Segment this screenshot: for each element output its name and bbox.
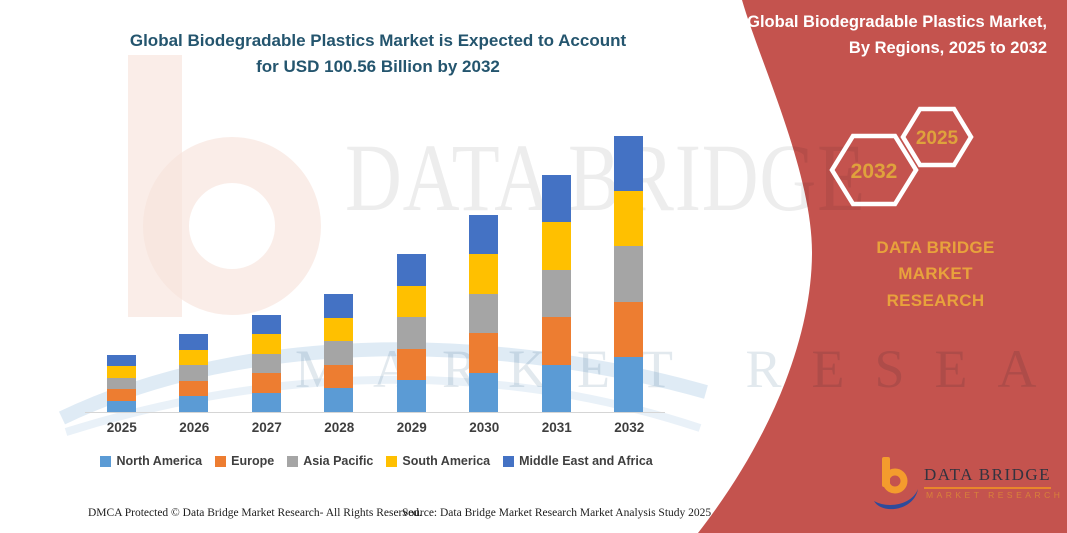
x-tick-2028: 2028 [324, 420, 355, 435]
legend-item: Asia Pacific [287, 454, 373, 468]
logo-subtitle: MARKET RESEARCH [926, 490, 1064, 500]
x-tick-2031: 2031 [541, 420, 572, 435]
bar-segment-2028 [324, 364, 354, 389]
bar-segment-2025 [106, 400, 136, 412]
bar-segment-2031 [541, 317, 571, 365]
x-tick-2032: 2032 [614, 420, 645, 435]
legend-label: North America [116, 454, 203, 468]
bar-segment-2032 [614, 246, 644, 302]
chart-title-line2: for USD 100.56 Billion by 2032 [256, 57, 500, 77]
x-tick-2027: 2027 [251, 420, 282, 435]
stacked-bar-chart: 2025 2026 2027 2028 2029 2030 2031 2032 North A… [85, 120, 665, 480]
legend-label: Europe [231, 454, 275, 468]
legend-label: Asia Pacific [303, 454, 374, 468]
bar-segment-2028 [324, 294, 354, 318]
legend-swatch [100, 455, 112, 467]
bar-segment-2032 [614, 301, 644, 357]
bar-segment-2029 [396, 285, 426, 318]
bar-2031 [541, 174, 571, 412]
legend-item: Middle East and Africa [503, 454, 653, 468]
bar-segment-2029 [396, 380, 426, 412]
bar-segment-2029 [396, 348, 426, 381]
legend-label: South America [402, 454, 491, 468]
bar-segment-2029 [396, 254, 426, 286]
bar-2026 [179, 334, 209, 412]
x-tick-2030: 2030 [469, 420, 500, 435]
legend: North America Europe Asia Pacific South Ame… [75, 454, 678, 468]
banner-heading: Global Biodegradable Plastics Market, By… [717, 9, 1047, 62]
chart-title-line1: Global Biodegradable Plastics Market is … [129, 31, 627, 50]
footer-source: Source: Data Bridge Market Research Mark… [402, 507, 712, 519]
bar-segment-2031 [541, 222, 571, 270]
legend-swatch [287, 455, 299, 467]
banner-heading-line2: By Regions, 2025 to 2032 [848, 39, 1047, 58]
brand-text: DATA BRIDGE MARKET RESEARCH [838, 235, 1033, 314]
bar-segment-2026 [179, 365, 209, 381]
bar-segment-2029 [396, 317, 426, 349]
bar-2030 [469, 214, 499, 412]
x-tick-2029: 2029 [396, 420, 427, 435]
bar-segment-2032 [614, 136, 644, 192]
bar-segment-2027 [251, 334, 281, 354]
legend-label: Middle East and Africa [519, 454, 653, 468]
hexagon-2032-label: 2032 [851, 160, 898, 183]
bar-segment-2025 [106, 389, 136, 401]
legend-item: North America [100, 454, 202, 468]
bar-segment-2032 [614, 191, 644, 247]
bar-segment-2027 [251, 392, 281, 412]
bar-segment-2025 [106, 377, 136, 389]
logo-name: DATA BRIDGE [924, 465, 1052, 489]
bar-segment-2027 [251, 314, 281, 334]
legend-swatch [215, 455, 227, 467]
bar-segment-2032 [614, 356, 644, 412]
bar-segment-2030 [469, 214, 499, 254]
bar-segment-2026 [179, 349, 209, 366]
bar-segment-2031 [541, 269, 571, 317]
x-labels: 2025 2026 2027 2028 2029 2030 2031 2032 [85, 420, 665, 435]
bar-segment-2030 [469, 254, 499, 294]
databridge-logo-icon [874, 457, 918, 510]
bar-segment-2031 [541, 364, 571, 412]
bar-2029 [396, 254, 426, 412]
legend-item: Europe [215, 454, 274, 468]
hexagon-2032 [829, 133, 919, 207]
bar-segment-2028 [324, 341, 354, 365]
bar-segment-2031 [541, 174, 571, 222]
bar-segment-2028 [324, 317, 354, 342]
bar-segment-2030 [469, 333, 499, 373]
bar-segment-2027 [251, 373, 281, 393]
bar-segment-2030 [469, 293, 499, 333]
bar-segment-2026 [179, 396, 209, 412]
bar-segment-2025 [106, 354, 136, 366]
legend-item: South America [386, 454, 490, 468]
chart-title: Global Biodegradable Plastics Market is … [105, 28, 651, 81]
bar-2032 [614, 136, 644, 412]
bar-segment-2026 [179, 380, 209, 397]
hexagon-badges: 2032 2025 [829, 106, 974, 207]
bar-segment-2027 [251, 353, 281, 373]
footer-dmca: DMCA Protected © Data Bridge Market Rese… [88, 507, 422, 519]
x-tick-2025: 2025 [106, 420, 137, 435]
brand-text-line2: RESEARCH [886, 290, 985, 310]
legend-swatch [503, 455, 515, 467]
bar-2027 [251, 314, 281, 412]
bar-segment-2030 [469, 372, 499, 412]
bar-segment-2028 [324, 388, 354, 412]
bar-2025 [106, 354, 136, 412]
legend-swatch [386, 455, 398, 467]
hexagon-2025 [900, 106, 974, 168]
brand-text-line1: DATA BRIDGE MARKET [876, 238, 995, 284]
watermark-text-databridge: DATA BRIDGE [345, 124, 866, 231]
databridge-logo: DATA BRIDGE MARKET RESEARCH [872, 453, 1060, 517]
banner-heading-line1: Global Biodegradable Plastics Market, [747, 13, 1047, 31]
bar-segment-2026 [179, 334, 209, 350]
bar-2028 [324, 294, 354, 412]
bar-segment-2025 [106, 366, 136, 378]
hexagon-2025-label: 2025 [916, 128, 959, 149]
bars-row [85, 120, 665, 413]
x-tick-2026: 2026 [179, 420, 210, 435]
